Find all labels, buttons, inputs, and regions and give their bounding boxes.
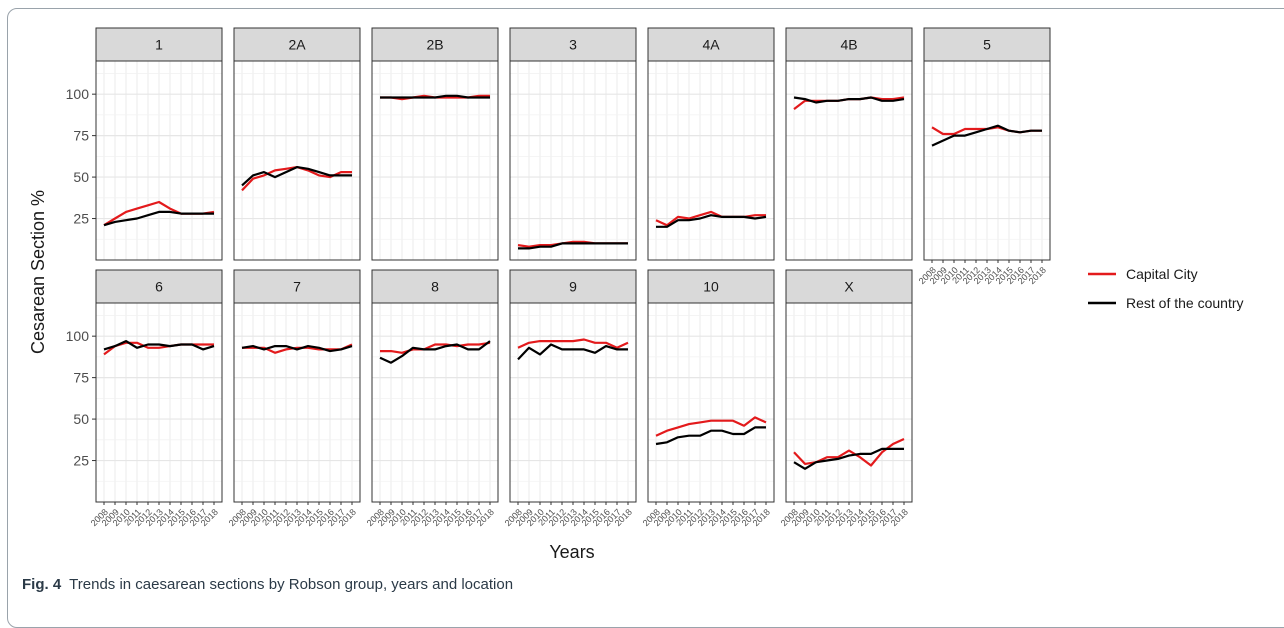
y-tick-label: 50: [73, 411, 89, 427]
series-line-rest-of-country: [380, 94, 490, 99]
facet-panel-3: 3: [509, 27, 637, 261]
facet-panel-4A: 4A: [647, 27, 775, 261]
x-axis-title: Years: [549, 542, 594, 562]
facet-strip-label: 2B: [426, 37, 443, 53]
y-tick-label: 100: [66, 328, 90, 344]
facet-panel-1: 1 25 50 75 100: [66, 27, 223, 261]
series-line-rest-of-country: [793, 96, 905, 104]
facet-strip-label: 2A: [288, 37, 306, 53]
y-tick-label: 100: [66, 86, 90, 102]
facet-strip: [371, 269, 499, 304]
facet-strip: [785, 27, 913, 62]
facet-border: [233, 60, 361, 261]
series-line-rest-of-country: [379, 340, 491, 364]
facet-strip-label: 5: [983, 37, 991, 53]
series-line-rest-of-country: [517, 343, 628, 361]
y-axis-title: Cesarean Section %: [28, 190, 48, 354]
series-line-rest-of-country: [655, 426, 766, 446]
facet-panel-5: 5200820092010201120122013201420152016201…: [917, 27, 1051, 286]
facet-strip: [509, 27, 637, 62]
facet-panel-X: X200820092010201120122013201420152016201…: [779, 269, 913, 528]
series-line-capital-city: [517, 338, 629, 349]
figure-caption-text: Trends in caesarean sections by Robson g…: [69, 576, 514, 593]
facet-border: [509, 60, 637, 261]
series-line-rest-of-country: [241, 345, 353, 353]
facet-strip-label: 4A: [702, 37, 720, 53]
legend-label: Capital City: [1126, 266, 1198, 282]
facet-strip-label: 1: [155, 37, 163, 53]
facet-panel-8: 8200820092010201120122013201420152016201…: [365, 269, 499, 528]
y-tick-label: 25: [73, 453, 89, 469]
facet-border: [647, 60, 775, 261]
series-line-rest-of-country: [518, 242, 628, 250]
y-tick-label: 25: [73, 211, 89, 227]
facet-strip: [647, 27, 775, 62]
facet-strip: [647, 269, 775, 304]
facet-panel-9: 9200820092010201120122013201420152016201…: [503, 269, 637, 528]
facet-strip: [785, 269, 913, 304]
facet-strip-label: 3: [569, 37, 577, 53]
facet-strip-label: 4B: [840, 37, 857, 53]
y-tick-label: 75: [73, 370, 89, 386]
series-line-capital-city: [380, 341, 491, 354]
facet-panel-2B: 2B: [371, 27, 499, 261]
facet-panel-2A: 2A: [233, 27, 361, 261]
facet-strip: [923, 27, 1051, 62]
figure-caption: Fig. 4 Trends in caesarean sections by Ro…: [22, 576, 513, 593]
facet-strip: [233, 269, 361, 304]
legend-label: Rest of the country: [1126, 295, 1244, 311]
facet-border: [371, 60, 499, 261]
y-tick-label: 75: [73, 128, 89, 144]
facet-strip-label: 7: [293, 279, 301, 295]
facet-strip-label: 8: [431, 279, 439, 295]
figure-label: Fig. 4: [22, 576, 62, 593]
y-tick-label: 50: [73, 169, 89, 185]
facet-strip-label: 6: [155, 279, 163, 295]
facet-panel-7: 7200820092010201120122013201420152016201…: [227, 269, 361, 528]
legend: Capital City Rest of the country: [1088, 266, 1244, 311]
facet-strip-label: 9: [569, 279, 577, 295]
series-line-rest-of-country: [656, 214, 767, 228]
facet-strip-label: 10: [703, 279, 719, 295]
series-line-rest-of-country: [103, 340, 215, 351]
facet-border: [95, 60, 223, 261]
facet-panel-10: 1020082009201020112012201320142015201620…: [641, 269, 775, 528]
facet-strip: [509, 269, 637, 304]
facet-panel-4B: 4B: [785, 27, 913, 261]
facet-strip-label: X: [844, 279, 854, 295]
series-line-rest-of-country: [103, 210, 214, 227]
series-line-capital-city: [655, 416, 767, 437]
series-line-rest-of-country: [793, 447, 904, 470]
figure-frame: 1 25 50 75 100 2A 2B 3 4A 4B 5 2008 2009 2010 2011 2012…: [7, 8, 1284, 628]
series-line-rest-of-country: [931, 124, 1042, 147]
facet-border: [785, 60, 913, 261]
facet-strip: [233, 27, 361, 62]
series-line-rest-of-country: [241, 166, 352, 187]
facet-strip: [371, 27, 499, 62]
facet-panel-6: 6255075100200820092010201120122013201420…: [66, 269, 223, 528]
